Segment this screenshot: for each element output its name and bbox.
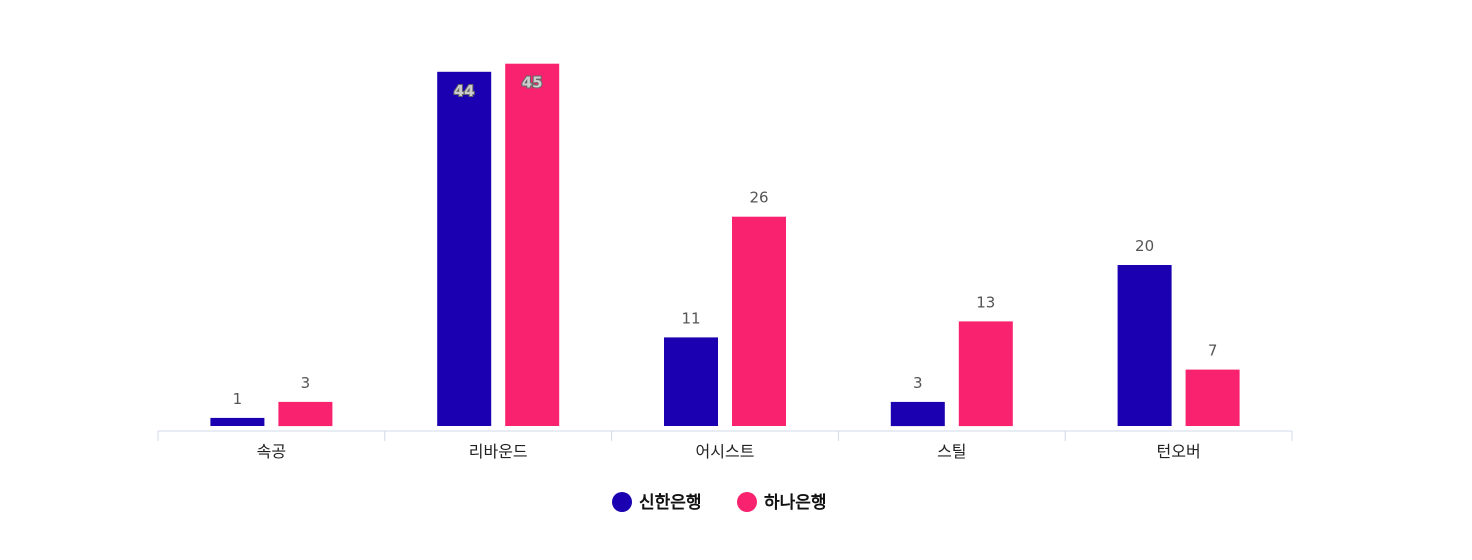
x-tick-label-2: 어시스트: [696, 442, 755, 461]
value-label-1-0: 3: [301, 374, 311, 392]
legend-label-0: 신한은행: [639, 493, 702, 513]
value-label-0-0: 1: [233, 390, 243, 408]
value-label-0-4: 20: [1135, 237, 1154, 255]
bar-0-2[interactable]: [664, 337, 718, 426]
x-tick-label-3: 스틸: [937, 442, 966, 461]
legend-marker-0: [612, 492, 632, 512]
bar-1-1[interactable]: [505, 63, 560, 426]
x-tick-label-1: 리바운드: [469, 442, 528, 461]
bar-1-2[interactable]: [732, 216, 786, 426]
legend-label-1: 하나은행: [764, 493, 827, 513]
bar-0-4[interactable]: [1117, 265, 1172, 426]
legend-item-0[interactable]: 신한은행: [612, 492, 702, 513]
value-label-1-4: 7: [1208, 342, 1218, 360]
bar-0-3[interactable]: [890, 401, 945, 427]
value-label-0-3: 3: [913, 374, 923, 392]
x-axis: 속공 리바운드 어시스트 스틸 턴오버: [157, 430, 1293, 461]
bar-1-3[interactable]: [958, 321, 1013, 427]
bar-1-0[interactable]: [278, 401, 333, 427]
value-label-1-3: 13: [976, 293, 995, 311]
value-label-0-1: 44: [454, 82, 475, 100]
legend[interactable]: 신한은행 하나은행: [612, 492, 827, 513]
bar-0-1[interactable]: [437, 71, 492, 427]
value-label-1-2: 26: [749, 189, 768, 207]
value-label-0-2: 11: [681, 309, 700, 327]
legend-item-1[interactable]: 하나은행: [737, 492, 827, 513]
value-label-1-1: 45: [522, 74, 543, 92]
legend-marker-1: [737, 492, 757, 512]
x-tick-label-4: 턴오버: [1157, 442, 1201, 461]
bar-1-4[interactable]: [1185, 369, 1240, 426]
bar-0-0[interactable]: [210, 417, 265, 426]
x-tick-label-0: 속공: [257, 442, 286, 461]
bars-layer: [210, 63, 1240, 427]
